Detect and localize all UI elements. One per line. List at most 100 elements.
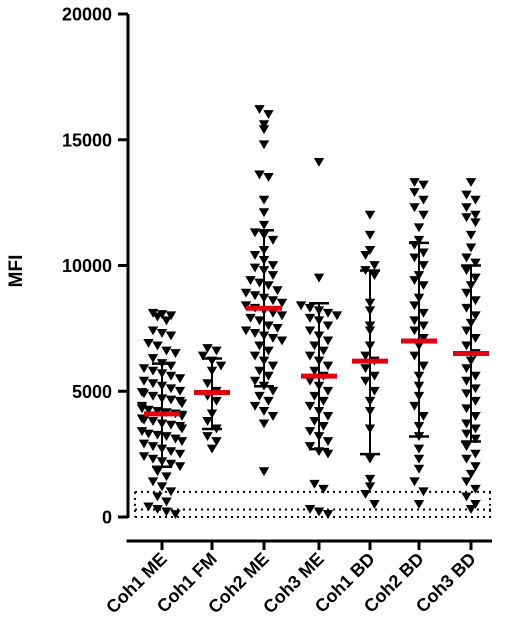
data-point: [470, 500, 481, 509]
data-point: [263, 396, 274, 406]
data-point: [165, 459, 177, 469]
y-tick-label: 15000: [62, 130, 112, 150]
data-point: [147, 477, 159, 487]
data-point: [409, 477, 420, 487]
data-point: [254, 366, 265, 376]
data-point: [309, 341, 320, 351]
data-point: [170, 349, 181, 358]
data-point: [258, 220, 270, 230]
data-point: [409, 178, 420, 187]
data-point: [258, 208, 270, 218]
data-point: [258, 125, 270, 135]
data-point: [465, 178, 477, 187]
data-point: [249, 263, 261, 273]
data-point: [313, 507, 325, 517]
data-point: [263, 371, 274, 381]
data-point: [197, 351, 209, 361]
data-point: [267, 235, 279, 245]
data-point: [254, 391, 265, 401]
data-point: [147, 379, 159, 389]
data-point: [295, 301, 307, 311]
data-point: [309, 417, 320, 426]
data-point: [418, 411, 429, 421]
data-point: [161, 346, 172, 356]
data-point: [322, 449, 334, 459]
data-point: [202, 417, 213, 426]
data-point: [461, 442, 472, 451]
data-point: [152, 505, 163, 514]
data-point: [263, 110, 274, 120]
data-point: [174, 449, 186, 459]
data-point: [309, 366, 320, 376]
data-point: [461, 454, 472, 464]
data-point: [369, 386, 380, 396]
data-points: [136, 105, 481, 519]
data-point: [465, 469, 477, 479]
data-point: [240, 301, 252, 311]
data-point: [258, 467, 270, 477]
data-point: [143, 502, 154, 512]
data-point: [152, 467, 163, 477]
data-point: [176, 399, 188, 409]
data-point: [369, 500, 380, 509]
data-point: [313, 157, 325, 167]
reference-lines: [134, 490, 492, 518]
data-point: [465, 230, 477, 240]
data-point: [313, 273, 325, 283]
data-point: [156, 310, 168, 319]
data-point: [152, 341, 163, 351]
data-point: [267, 411, 279, 421]
data-point: [165, 395, 177, 405]
data-point: [470, 296, 481, 306]
data-point: [176, 424, 188, 434]
y-tick-label: 10000: [62, 256, 112, 276]
data-point: [240, 326, 252, 336]
data-point: [174, 374, 186, 384]
data-point: [202, 379, 213, 389]
data-point: [409, 316, 420, 326]
data-point: [409, 276, 420, 286]
data-point: [364, 245, 376, 255]
data-point: [174, 386, 186, 396]
data-point: [322, 321, 334, 331]
data-point: [461, 341, 472, 351]
data-point: [360, 489, 371, 499]
data-point: [409, 203, 420, 213]
data-point: [161, 316, 172, 326]
data-point: [258, 406, 270, 416]
data-point: [249, 376, 261, 386]
data-point: [413, 223, 425, 233]
data-point: [263, 321, 274, 331]
data-point: [418, 195, 429, 205]
data-point: [156, 328, 168, 338]
data-point: [143, 405, 154, 415]
data-point: [263, 173, 274, 182]
data-point: [318, 396, 329, 406]
data-point: [418, 308, 429, 318]
data-point: [461, 477, 472, 487]
data-point: [413, 235, 425, 245]
data-point: [211, 346, 222, 356]
data-point: [418, 210, 429, 220]
data-point: [152, 406, 163, 416]
data-point: [360, 351, 371, 361]
data-point: [309, 479, 320, 489]
data-point: [418, 334, 429, 343]
y-tick-label: 20000: [62, 5, 112, 25]
data-point: [465, 505, 477, 514]
data-point: [147, 442, 159, 451]
data-point: [369, 371, 380, 381]
data-point: [165, 487, 177, 497]
data-point: [276, 336, 288, 346]
data-point: [152, 430, 163, 440]
data-point: [276, 311, 288, 321]
data-point: [461, 203, 472, 213]
data-point: [331, 311, 343, 321]
data-point: [258, 195, 270, 205]
data-point: [147, 454, 159, 464]
data-point: [418, 261, 429, 270]
sd-error-bars: [152, 229, 481, 468]
data-point: [369, 271, 380, 280]
data-point: [470, 210, 481, 220]
data-point: [364, 210, 376, 220]
